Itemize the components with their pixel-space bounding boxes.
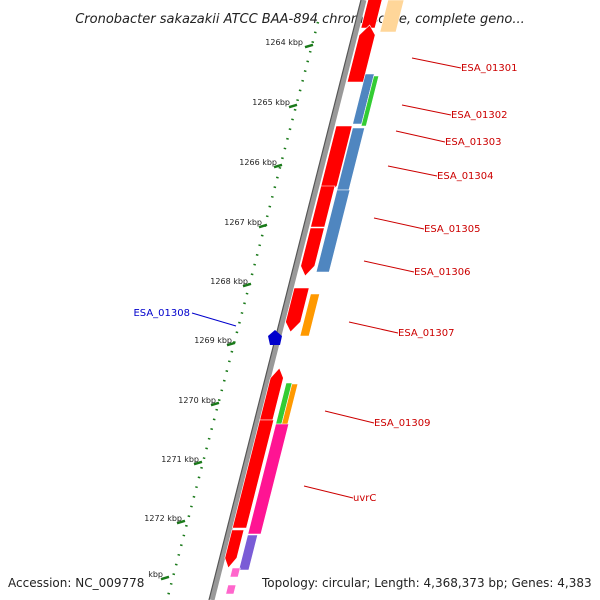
gene-label[interactable]: ESA_01303 — [445, 137, 502, 148]
gene-feature-esa-01301[interactable] — [346, 24, 376, 83]
gene-label-leader — [373, 217, 425, 230]
gene-label[interactable]: ESA_01309 — [374, 418, 431, 429]
tick-mark — [273, 163, 283, 169]
tick-label: 1270 kbp — [178, 396, 216, 405]
tick-label: kbp — [148, 570, 163, 579]
tick-label: 1264 kbp — [265, 38, 303, 47]
gene-label[interactable]: ESA_01301 — [461, 63, 518, 74]
gene-label-leader — [324, 410, 375, 424]
gene-feature-uvrC[interactable] — [247, 423, 290, 535]
map-title: Cronobacter sakazakii ATCC BAA-894 chrom… — [75, 12, 525, 27]
tick-mark — [193, 460, 203, 466]
gene-label-leader — [303, 485, 354, 499]
gene-feature-esa-01300[interactable] — [360, 0, 383, 29]
tick-label: 1271 kbp — [161, 455, 199, 464]
gene-label-leader — [363, 260, 415, 273]
accession-text: Accession: NC_009778 — [8, 576, 144, 590]
gene-label-leader — [411, 57, 462, 69]
gene-label-leader — [348, 321, 399, 334]
gene-label[interactable]: uvrC — [353, 493, 376, 504]
gene-feature-esa-01305[interactable] — [315, 189, 351, 273]
tick-label: 1268 kbp — [210, 277, 248, 286]
gene-feature-tail-red[interactable] — [224, 529, 245, 569]
gene-label[interactable]: ESA_01308 — [133, 308, 190, 319]
tick-label: 1267 kbp — [224, 218, 262, 227]
gene-label-leader — [191, 312, 237, 327]
tick-mark — [288, 103, 298, 109]
gene-feature-esa-01307[interactable] — [285, 287, 310, 333]
gene-feature-esa-01306[interactable] — [300, 227, 325, 277]
tick-mark — [160, 575, 170, 581]
tick-mark — [258, 223, 268, 229]
tick-label: 1272 kbp — [144, 514, 182, 523]
tick-label: 1265 kbp — [252, 98, 290, 107]
tick-mark — [176, 519, 186, 525]
gene-feature-esa-01305r[interactable] — [310, 185, 336, 228]
gene-label[interactable]: ESA_01305 — [424, 224, 481, 235]
gene-label[interactable]: ESA_01304 — [437, 171, 494, 182]
gene-feature-long-red[interactable] — [232, 419, 275, 529]
gene-feature-tail-pink[interactable] — [229, 567, 241, 578]
gene-label-leader — [395, 130, 446, 143]
gene-label-leader — [401, 104, 452, 116]
tick-mark — [226, 341, 236, 347]
gene-label-leader — [387, 165, 438, 177]
gene-feature-esa-01307b[interactable] — [299, 293, 321, 337]
gene-feature-upstream[interactable] — [379, 0, 405, 33]
tick-label: 1269 kbp — [194, 336, 232, 345]
gene-label[interactable]: ESA_01307 — [398, 328, 455, 339]
gene-label[interactable]: ESA_01302 — [451, 110, 508, 121]
gene-feature-esa-01308[interactable] — [268, 330, 282, 345]
topology-text: Topology: circular; Length: 4,368,373 bp… — [261, 576, 592, 590]
tick-mark — [242, 282, 252, 288]
tick-mark — [210, 401, 220, 407]
tick-label: 1266 kbp — [239, 158, 277, 167]
gene-label[interactable]: ESA_01306 — [414, 267, 471, 278]
gene-feature-tail-pink2[interactable] — [225, 584, 237, 595]
tick-mark — [304, 43, 314, 49]
gene-feature-tail-purple[interactable] — [238, 534, 259, 571]
gene-feature-esa-01302b[interactable] — [360, 75, 380, 127]
chromosome-backbone — [208, 0, 367, 600]
